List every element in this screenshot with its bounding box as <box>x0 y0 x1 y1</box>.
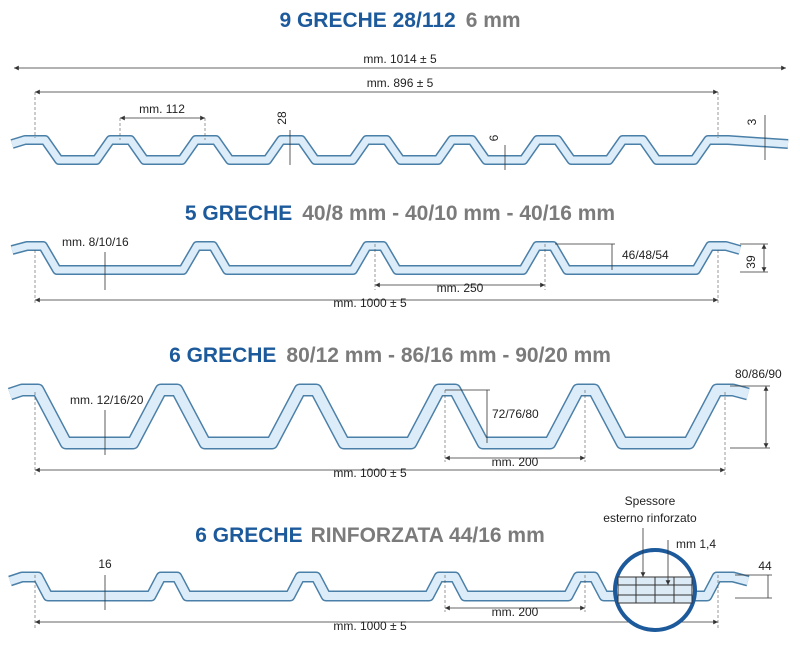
section-title: 9 GRECHE 28/112 6 mm <box>279 9 520 32</box>
dim-label: 72/76/80 <box>492 407 539 421</box>
dim-label: mm. 200 <box>492 605 539 619</box>
dim-label: mm. 12/16/20 <box>70 393 144 407</box>
title-blue: 5 GRECHE <box>185 202 292 225</box>
section-title: 5 GRECHE 40/8 mm - 40/10 mm - 40/16 mm <box>185 202 615 225</box>
dim-label: mm. 1014 ± 5 <box>363 52 437 66</box>
title-gray: 40/8 mm - 40/10 mm - 40/16 mm <box>302 202 615 225</box>
title-blue: 6 GRECHE <box>169 344 276 367</box>
dim-label: mm. 250 <box>437 281 484 295</box>
dim-label: 39 <box>744 255 758 269</box>
detail-magnifier <box>613 548 697 632</box>
dim-label: mm. 1000 ± 5 <box>333 466 407 480</box>
dim-label: 80/86/90 <box>735 367 782 381</box>
dim-label: Spessore <box>625 494 676 508</box>
title-gray: RINFORZATA 44/16 mm <box>311 524 545 547</box>
title-blue: 9 GRECHE 28/112 <box>279 9 455 32</box>
dim-label: 16 <box>98 557 112 571</box>
sheet-profile <box>8 385 750 448</box>
dim-label: mm. 8/10/16 <box>62 235 129 249</box>
dim-label: mm. 200 <box>492 455 539 469</box>
section-title: 6 GRECHE RINFORZATA 44/16 mm <box>195 524 545 547</box>
section-title: 6 GRECHE 80/12 mm - 86/16 mm - 90/20 mm <box>169 344 611 367</box>
dim-label: mm. 896 ± 5 <box>367 76 434 90</box>
dim-label: mm. 1000 ± 5 <box>333 296 407 310</box>
sheet-profile <box>10 136 789 164</box>
dim-label: 44 <box>758 559 772 573</box>
dim-label: 6 <box>487 134 501 141</box>
dim-label: mm. 112 <box>139 102 185 116</box>
title-blue: 6 GRECHE <box>195 524 302 547</box>
title-gray: 80/12 mm - 86/16 mm - 90/20 mm <box>286 344 611 367</box>
dim-label: 46/48/54 <box>622 248 669 262</box>
dim-label: esterno rinforzato <box>603 511 697 525</box>
dim-label: 28 <box>275 111 289 125</box>
dim-label: mm 1,4 <box>676 537 716 551</box>
dim-label: 3 <box>745 118 759 125</box>
title-gray: 6 mm <box>466 9 521 32</box>
dim-label: mm. 1000 ± 5 <box>333 619 407 633</box>
